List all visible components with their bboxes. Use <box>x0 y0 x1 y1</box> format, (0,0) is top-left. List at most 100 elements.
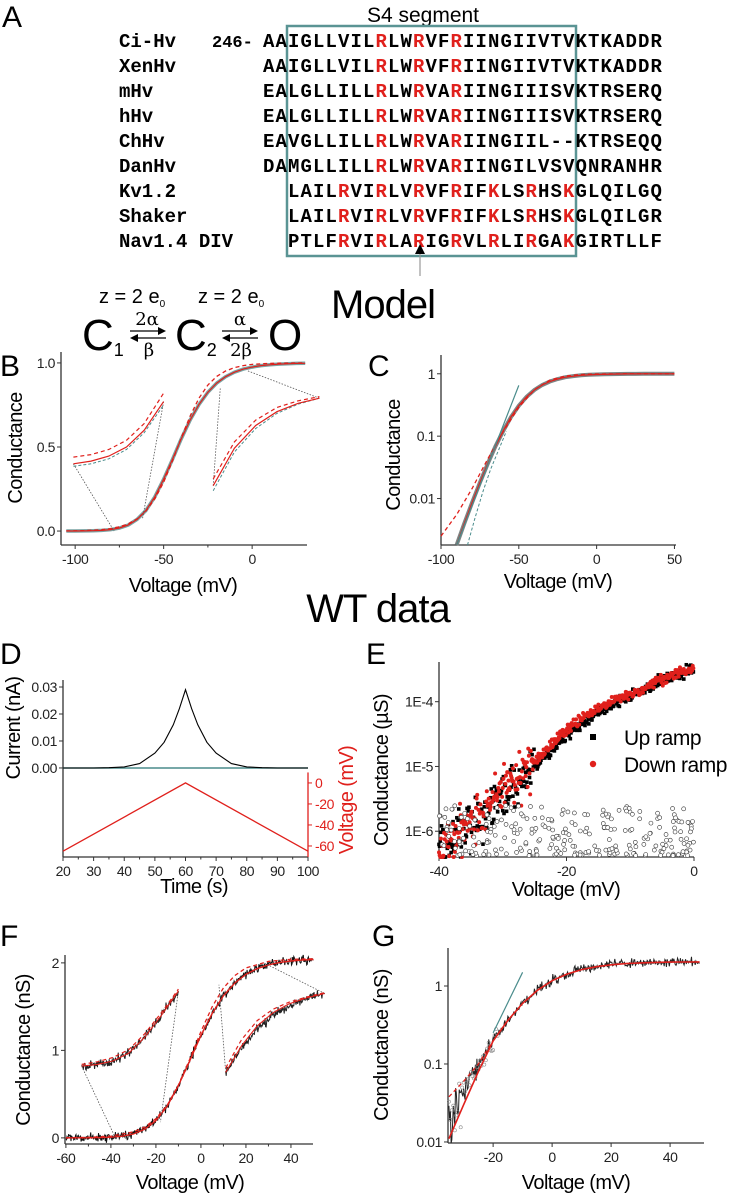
inset-connector <box>73 463 115 532</box>
up-ramp-point <box>655 683 660 688</box>
y-tick-label: 2 <box>52 955 60 971</box>
up-ramp-point <box>450 845 455 849</box>
down-ramp-point <box>523 773 528 778</box>
chart-g: -20 0 20 40 0.01 0.1 1 <box>416 948 704 1165</box>
data-point <box>486 1040 491 1045</box>
down-ramp-point <box>660 683 665 688</box>
noise-point <box>572 852 577 858</box>
up-ramp-point <box>455 815 459 820</box>
y-tick-label: 0 <box>52 1130 60 1146</box>
residue: K <box>576 131 588 153</box>
x-tick-label: -50 <box>154 551 174 567</box>
down-ramp-point <box>486 796 491 801</box>
arrow-up-icon <box>415 244 425 254</box>
data-point <box>491 1048 496 1053</box>
noise-point <box>494 819 500 824</box>
residue: N <box>626 156 637 178</box>
noise-point <box>443 806 449 812</box>
residue: R <box>376 81 388 103</box>
wt-data-heading: WT data <box>306 587 451 631</box>
sequence-name: Kv1.2 <box>119 181 176 203</box>
residue: S <box>551 156 562 178</box>
down-ramp-point <box>503 773 508 778</box>
residue: N <box>488 131 499 153</box>
residue: L <box>363 156 374 178</box>
inset-curve <box>225 990 325 1076</box>
noise-point <box>660 841 665 847</box>
residue: I <box>463 181 474 203</box>
residue: T <box>588 81 599 103</box>
residue: Q <box>601 206 612 228</box>
residue: I <box>338 131 349 153</box>
noise-point <box>481 852 487 857</box>
residue: D <box>638 31 649 53</box>
y-tick-label: 1E-5 <box>405 758 434 774</box>
up-ramp-point <box>529 781 533 785</box>
residue: W <box>401 131 413 153</box>
residue: I <box>313 206 324 228</box>
series-line <box>66 361 306 533</box>
residue: K <box>488 181 500 203</box>
up-ramp-point <box>451 819 455 824</box>
residue: R <box>338 231 350 253</box>
chart-c: -100 -50 0 50 0.01 0.1 1 <box>409 355 683 567</box>
residue: Q <box>651 106 662 128</box>
noise-point <box>676 852 681 858</box>
residue: L <box>526 156 537 178</box>
down-ramp-point <box>658 672 663 677</box>
down-ramp-point <box>596 702 601 707</box>
inset-curve <box>212 397 320 491</box>
residue: A <box>263 31 275 53</box>
residue: G <box>301 131 312 153</box>
sequence: DAMGLLILLRLWRVARIINGILVSVQNRANHR <box>263 156 663 178</box>
inset-curve <box>81 991 179 1072</box>
residue: V <box>426 131 438 153</box>
noise-point <box>622 828 628 833</box>
down-ramp-point <box>528 792 533 797</box>
down-ramp-point <box>527 771 532 776</box>
residue: L <box>313 156 324 178</box>
residue: F <box>438 56 449 78</box>
noise-point <box>641 842 647 847</box>
noise-point <box>672 825 677 831</box>
noise-point <box>687 847 693 853</box>
residue: G <box>501 81 512 103</box>
residue: G <box>301 56 312 78</box>
residue: G <box>301 106 312 128</box>
up-ramp-point <box>520 784 524 789</box>
up-ramp-point <box>550 748 554 753</box>
residue: L <box>388 56 399 78</box>
down-ramp-point <box>474 796 479 801</box>
noise-point <box>669 844 674 850</box>
down-ramp-point <box>495 798 500 803</box>
noise-point <box>456 826 462 831</box>
residue: V <box>563 31 575 53</box>
residue: I <box>476 31 487 53</box>
sequence-name: ChHv <box>119 131 165 153</box>
charge-label-2: z = 2 e0 <box>198 286 265 310</box>
residue: R <box>601 131 613 153</box>
residue: D <box>263 156 274 178</box>
noise-point <box>509 824 514 830</box>
data-point <box>455 1110 460 1115</box>
data-point <box>467 1083 472 1088</box>
residue: A <box>276 106 288 128</box>
down-ramp-point <box>521 776 526 781</box>
chart-b: -100 -50 0 0.0 0.5 1.0 <box>37 352 320 567</box>
series-line <box>63 687 308 769</box>
down-ramp-point <box>542 751 547 756</box>
noise-point <box>508 805 514 811</box>
noise-point <box>488 829 493 835</box>
down-ramp-point <box>493 771 498 776</box>
noise-point <box>533 826 539 831</box>
residue: L <box>363 81 374 103</box>
noise-point <box>545 817 551 822</box>
noise-point <box>691 839 696 845</box>
y-tick-label: 0.01 <box>416 1134 442 1150</box>
inset-connector <box>81 1065 116 1139</box>
residue: S <box>613 131 624 153</box>
residue: W <box>401 31 413 53</box>
x-tick-label: -100 <box>428 551 455 567</box>
noise-point <box>607 837 612 842</box>
up-ramp-point <box>513 805 517 809</box>
